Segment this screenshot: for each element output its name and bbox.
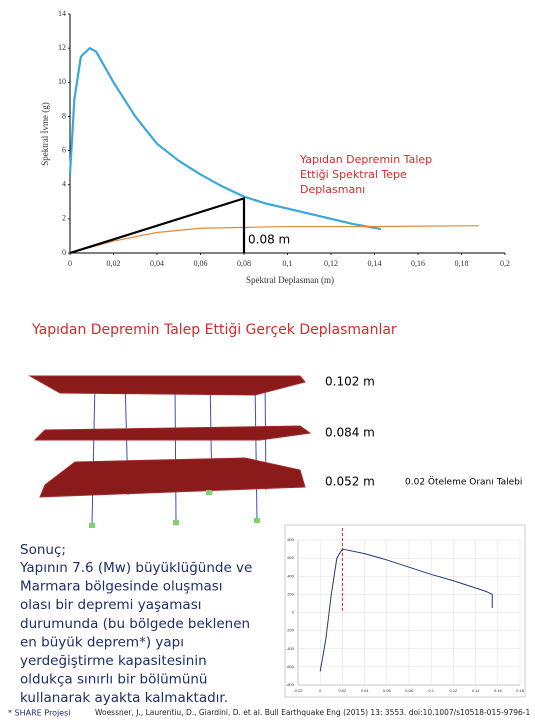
drift-label: 0.02 Öteleme Oranı Talebi	[405, 477, 522, 488]
series-line	[319, 548, 493, 672]
y-tick-label: 600	[287, 555, 294, 560]
y-tick-label: -600	[286, 664, 295, 669]
section-title: Yapıdan Depremin Talep Ettiği Gerçek Dep…	[31, 322, 397, 338]
y-tick-label: 14	[58, 9, 66, 18]
conclusion-line: Marmara bölgesinde oluşması	[20, 579, 223, 595]
y-tick-label: 2	[62, 214, 66, 223]
conclusion-line: durumunda (bu bölgede beklenen	[20, 616, 250, 632]
conclusion-line: olası bir depremi yaşaması	[20, 597, 202, 613]
x-tick-label: 0,08	[237, 259, 251, 268]
conclusion-line: oldukça sınırlı bir bölümünü	[20, 672, 208, 688]
x-tick-label: -0.02	[293, 688, 303, 693]
y-tick-label: 0	[292, 610, 295, 615]
y-tick-label: 400	[287, 573, 294, 578]
x-tick-label: 0,14	[368, 259, 382, 268]
y-tick-label: -400	[286, 646, 295, 651]
annotation: Deplasmanı	[300, 183, 365, 196]
x-tick-label: 0,2	[500, 259, 510, 268]
x-tick-label: 0,1	[283, 259, 293, 268]
y-tick-label: 4	[62, 180, 66, 189]
x-tick-label: 0,12	[324, 259, 338, 268]
footer-source: * SHARE Projesi	[8, 709, 71, 718]
x-tick-label: 0	[68, 259, 72, 268]
x-tick-label: 0,04	[150, 259, 164, 268]
y-tick-label: 10	[58, 77, 66, 86]
x-tick-label: 0.08	[405, 688, 414, 693]
series-line	[69, 197, 246, 255]
x-tick-label: 0.16	[494, 688, 503, 693]
conclusion-line: en büyük deprem*) yapı	[20, 634, 184, 650]
y-tick-label: 6	[62, 145, 66, 154]
floor-label: 0.052 m	[325, 475, 375, 489]
series-line	[69, 225, 479, 254]
building-model	[28, 375, 312, 528]
y-tick-label: -800	[286, 682, 295, 687]
x-axis-label: Spektral Deplasman (m)	[246, 275, 334, 285]
x-tick-label: 0.04	[361, 688, 370, 693]
conclusion-line: yerdeğiştirme kapasitesinin	[20, 653, 207, 669]
y-tick-label: 0	[62, 248, 66, 257]
annotation: Yapıdan Depremin Talep	[299, 153, 432, 166]
conclusion-heading: Sonuç;	[20, 542, 66, 558]
y-tick-label: 8	[62, 111, 66, 120]
x-tick-label: 0.06	[383, 688, 392, 693]
conclusion-line: kullanarak ayakta kalmaktadır.	[20, 690, 228, 706]
conclusion-line: Yapının 7.6 (Mw) büyüklüğünde ve	[19, 560, 252, 576]
x-tick-label: 0.14	[472, 688, 481, 693]
y-axis-label: Spektral İvme (g)	[40, 102, 50, 165]
floor-label: 0.102 m	[325, 375, 375, 389]
x-tick-label: 0.02	[339, 688, 348, 693]
x-tick-label: 0,16	[411, 259, 425, 268]
demand-label: 0.08 m	[248, 233, 290, 247]
x-tick-label: 0.1	[428, 688, 434, 693]
y-tick-label: 200	[287, 591, 294, 596]
x-tick-label: 0,06	[194, 259, 208, 268]
x-tick-label: 0,18	[455, 259, 469, 268]
y-tick-label: -200	[286, 628, 295, 633]
chart-frame	[284, 524, 526, 698]
series-line	[68, 47, 382, 231]
x-tick-label: 0.12	[450, 688, 459, 693]
y-tick-label: 800	[287, 537, 294, 542]
x-tick-label: 0	[319, 688, 322, 693]
x-tick-label: 0,02	[107, 259, 121, 268]
x-tick-label: 0.18	[516, 688, 525, 693]
annotation: Ettiği Spektral Tepe	[300, 168, 407, 181]
footer-citation: Woessner, J., Laurentiu, D., Giardini, D…	[95, 708, 530, 717]
floor-label: 0.084 m	[325, 426, 375, 440]
y-tick-label: 12	[58, 43, 66, 52]
